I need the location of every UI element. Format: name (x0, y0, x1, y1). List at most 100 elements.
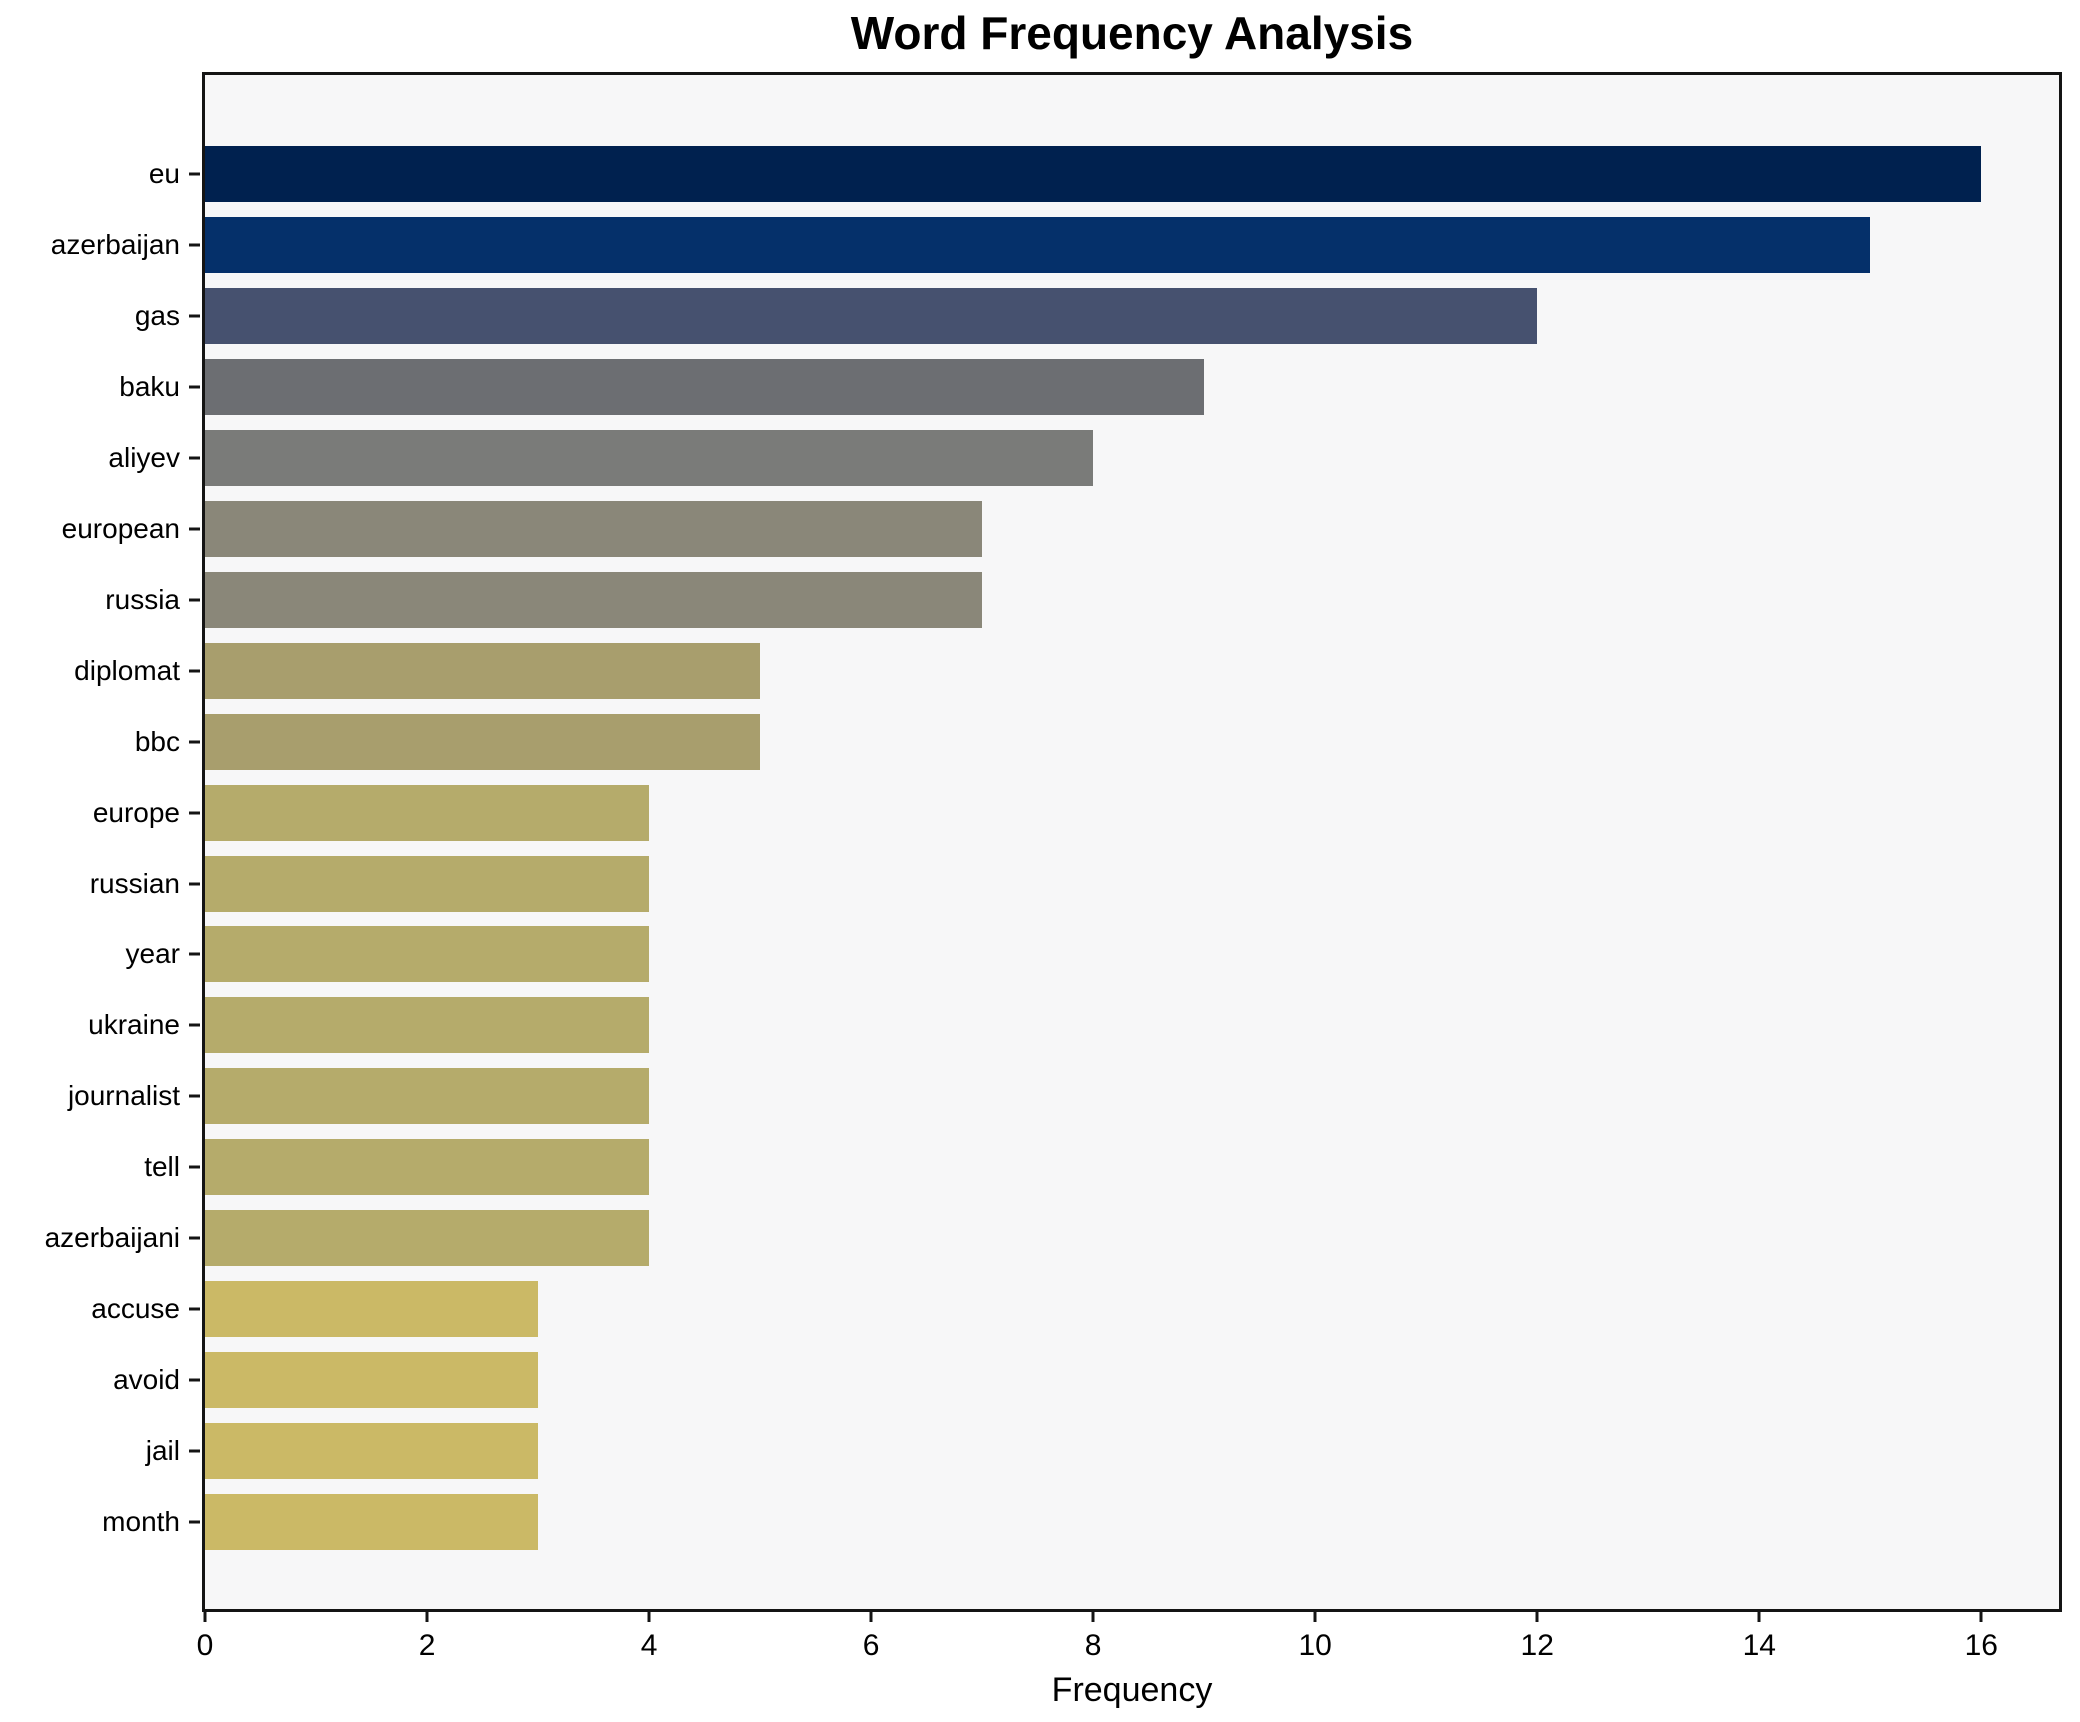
bar-row-bbc: bbc (135, 706, 2059, 777)
y-tick-mark-month (189, 1520, 200, 1524)
bar-diplomat (205, 642, 761, 699)
bar-row-baku: baku (119, 352, 2059, 423)
y-tick-mark-gas (189, 314, 200, 318)
x-tick-label-2: 2 (418, 1629, 436, 1662)
bar-row-journalist: journalist (68, 1061, 2059, 1132)
bar-row-accuse: accuse (91, 1274, 2059, 1345)
bar-gas (205, 288, 1538, 345)
bar-row-russian: russian (90, 848, 2059, 919)
bar-jail (205, 1422, 539, 1479)
bar-european (205, 500, 983, 557)
x-tick-label-16: 16 (1964, 1629, 1998, 1662)
bar-row-aliyev: aliyev (108, 423, 2059, 494)
bar-tell (205, 1139, 650, 1196)
bar-row-diplomat: diplomat (74, 635, 2059, 706)
y-tick-mark-accuse (189, 1307, 200, 1311)
bar-row-gas: gas (135, 281, 2059, 352)
bar-row-year: year (126, 919, 2059, 990)
bar-baku (205, 359, 1205, 416)
bar-russian (205, 855, 650, 912)
bar-europe (205, 784, 650, 841)
bar-row-ukraine: ukraine (88, 990, 2059, 1061)
y-tick-mark-ukraine (189, 1023, 200, 1027)
y-tick-label-year: year (125, 938, 180, 970)
y-tick-mark-european (189, 527, 200, 531)
y-tick-label-avoid: avoid (113, 1363, 180, 1395)
plot-area: eu azerbaijan gas baku aliyev european russia d… (45, 72, 2062, 1709)
bar-row-eu: eu (149, 139, 2059, 210)
bar-aliyev (205, 430, 1094, 487)
x-tick-label-10: 10 (1298, 1629, 1332, 1662)
y-tick-label-azerbaijan: azerbaijan (50, 229, 180, 261)
bar-russia (205, 571, 983, 628)
y-tick-mark-azerbaijani (189, 1236, 200, 1240)
y-tick-label-jail: jail (145, 1434, 180, 1466)
x-tick-mark-0 (203, 1609, 207, 1622)
bar-avoid (205, 1351, 539, 1408)
y-tick-label-journalist: journalist (67, 1080, 180, 1112)
y-tick-mark-year (189, 952, 200, 956)
y-tick-mark-russian (189, 882, 200, 886)
y-tick-mark-diplomat (189, 669, 200, 673)
bar-row-month: month (102, 1486, 2059, 1557)
bar-row-azerbaijani: azerbaijani (45, 1203, 2059, 1274)
x-tick-mark-10 (1313, 1609, 1317, 1622)
y-tick-label-azerbaijani: azerbaijani (44, 1222, 180, 1254)
bar-azerbaijan (205, 217, 1871, 274)
y-tick-mark-baku (189, 385, 200, 389)
y-tick-label-baku: baku (119, 371, 180, 403)
x-tick-label-4: 4 (640, 1629, 658, 1662)
x-tick-label-0: 0 (196, 1629, 214, 1662)
bar-journalist (205, 1068, 650, 1125)
y-tick-mark-bbc (189, 740, 200, 744)
x-tick-label-12: 12 (1520, 1629, 1554, 1662)
y-tick-mark-azerbaijan (189, 243, 200, 247)
bar-row-european: european (62, 494, 2059, 565)
y-tick-label-gas: gas (134, 300, 180, 332)
y-tick-label-russia: russia (105, 583, 180, 615)
bar-rows: eu azerbaijan gas baku aliyev european russia d… (45, 75, 2059, 1609)
y-tick-mark-europe (189, 811, 200, 815)
y-tick-mark-russia (189, 598, 200, 602)
y-tick-mark-jail (189, 1449, 200, 1453)
y-tick-label-europe: europe (92, 796, 180, 828)
bar-year (205, 926, 650, 983)
y-tick-label-tell: tell (144, 1151, 180, 1183)
x-tick-mark-8 (1091, 1609, 1095, 1622)
chart-title: Word Frequency Analysis (850, 7, 1414, 59)
x-axis-title: Frequency (1051, 1671, 1213, 1709)
y-tick-label-european: european (61, 512, 180, 544)
bar-row-russia: russia (105, 564, 2059, 635)
x-tick-mark-16 (1979, 1609, 1983, 1622)
x-tick-mark-2 (425, 1609, 429, 1622)
x-tick-mark-4 (647, 1609, 651, 1622)
y-tick-mark-avoid (189, 1378, 200, 1382)
y-tick-mark-aliyev (189, 456, 200, 460)
bar-azerbaijani (205, 1210, 650, 1267)
x-tick-mark-14 (1757, 1609, 1761, 1622)
y-tick-mark-eu (189, 172, 200, 176)
x-tick-label-6: 6 (862, 1629, 880, 1662)
y-tick-label-ukraine: ukraine (88, 1009, 180, 1041)
bar-row-avoid: avoid (113, 1344, 2059, 1415)
bar-month (205, 1493, 539, 1550)
x-tick-mark-6 (869, 1609, 873, 1622)
bar-row-europe: europe (93, 777, 2059, 848)
x-tick-label-14: 14 (1742, 1629, 1776, 1662)
bar-row-jail: jail (146, 1415, 2059, 1486)
bar-accuse (205, 1280, 539, 1337)
y-tick-label-eu: eu (148, 158, 180, 190)
bar-row-tell: tell (144, 1132, 2059, 1203)
bar-row-azerbaijan: azerbaijan (51, 210, 2059, 281)
bar-eu (205, 146, 1982, 203)
x-tick-mark-12 (1535, 1609, 1539, 1622)
y-tick-label-bbc: bbc (134, 725, 180, 757)
x-tick-label-8: 8 (1084, 1629, 1102, 1662)
y-tick-label-russian: russian (89, 867, 180, 899)
y-tick-label-diplomat: diplomat (74, 654, 180, 686)
y-tick-mark-journalist (189, 1094, 200, 1098)
bar-ukraine (205, 997, 650, 1054)
y-tick-label-month: month (102, 1505, 180, 1537)
y-tick-mark-tell (189, 1165, 200, 1169)
